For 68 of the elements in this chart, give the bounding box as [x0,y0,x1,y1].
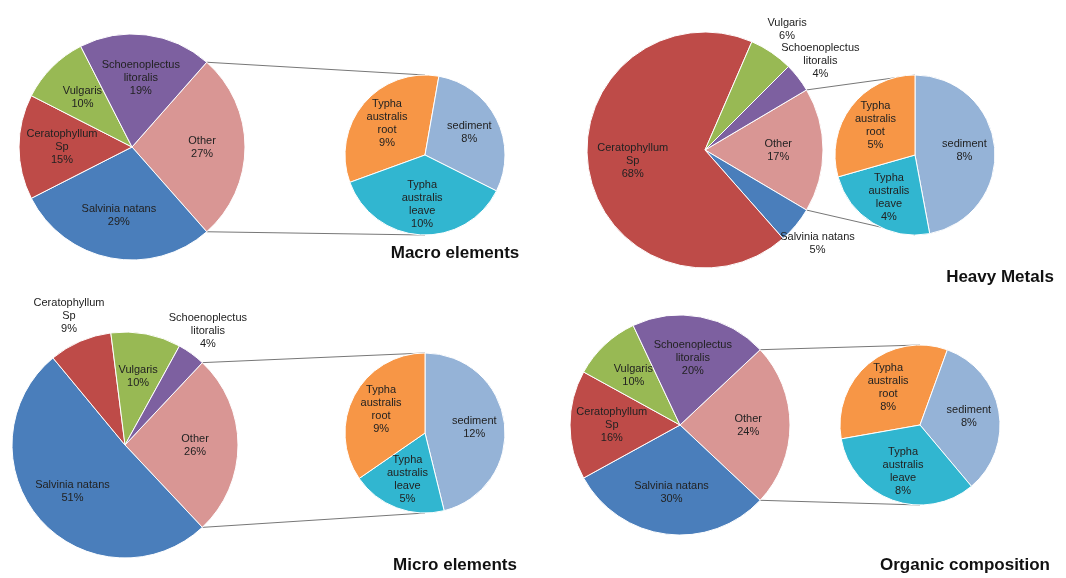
data-label: 10% [411,217,434,230]
text: Heavy Metals [946,267,1054,287]
data-label: 10% [622,374,645,387]
data-label: 9% [61,321,78,334]
data-label: 5% [809,242,826,255]
slice-label: Typha australis root [366,96,408,135]
slice-label: Vulgaris [118,362,159,375]
data-label: 29% [107,215,131,228]
data-label: 4% [812,66,829,79]
data-label: 51% [61,490,84,503]
data-label: 16% [600,431,624,444]
slice-label: Other [188,133,217,146]
data-label: 26% [184,444,207,457]
slice-label: Other [734,411,763,424]
text: Macro elements [390,243,520,263]
slice-label: Salvinia natans [81,202,157,215]
slice-label: Typha australis root [867,360,910,399]
data-label: 20% [681,364,704,377]
slice-label: Typha australis root [360,383,403,422]
data-label: 5% [399,491,416,504]
data-label: 10% [71,96,94,109]
data-label: 8% [880,399,897,412]
slice-label: sediment [942,136,987,149]
slice-label: Other [764,136,793,149]
slice-label: Vulgaris [767,15,808,28]
data-label: 8% [960,415,978,428]
slice-label: Typha australis leave [401,178,444,217]
data-label: 8% [461,132,478,145]
data-label: 4% [880,209,898,222]
data-label: 17% [767,149,790,162]
slice-label: Other [181,431,210,444]
data-label: 8% [956,149,973,162]
data-label: 10% [127,375,150,388]
slice-label: Schoenoplectus litoralis [781,40,860,66]
data-label: 19% [129,83,152,96]
slice-label: Typha australis leave [386,452,429,491]
slice-label: Ceratophyllum Sp [26,127,98,153]
data-label: 30% [660,492,683,505]
slice-label: sediment [451,413,497,426]
slice-label: Typha australis leave [882,445,925,484]
data-label: 4% [199,336,217,349]
slice-label: Schoenoplectus litoralis [168,310,248,336]
data-label: 27% [191,146,214,159]
slice-label: Salvinia natans [35,477,111,490]
slice-label: Salvinia natans [780,229,856,242]
text: Organic composition [879,555,1051,575]
slice-label: Ceratophyllum Sp [576,405,648,431]
slice-label: Typha australis leave [868,170,910,209]
data-label: 12% [463,426,486,439]
data-label: 9% [373,422,390,435]
slice-label: Ceratophyllum Sp [33,295,105,321]
slice-label: Salvinia natans [634,479,710,492]
slice-label: sediment [946,402,992,415]
data-label: 5% [867,137,884,150]
data-label: 8% [895,484,912,497]
slice-label: Typha australis root [854,98,897,137]
slice-label: Vulgaris [613,361,654,374]
slice-label: Schoenoplectus litoralis [101,57,181,83]
data-label: 68% [621,167,644,180]
data-label: 6% [779,28,796,41]
data-label: 24% [737,424,760,437]
slice-label: Schoenoplectus litoralis [653,338,733,364]
slice-label: Ceratophyllum Sp [597,141,669,167]
data-label: 9% [379,135,396,148]
slice-label: Vulgaris [62,83,103,96]
slice-label: sediment [447,119,492,132]
text: Micro elements [393,555,517,575]
data-label: 15% [50,153,74,166]
